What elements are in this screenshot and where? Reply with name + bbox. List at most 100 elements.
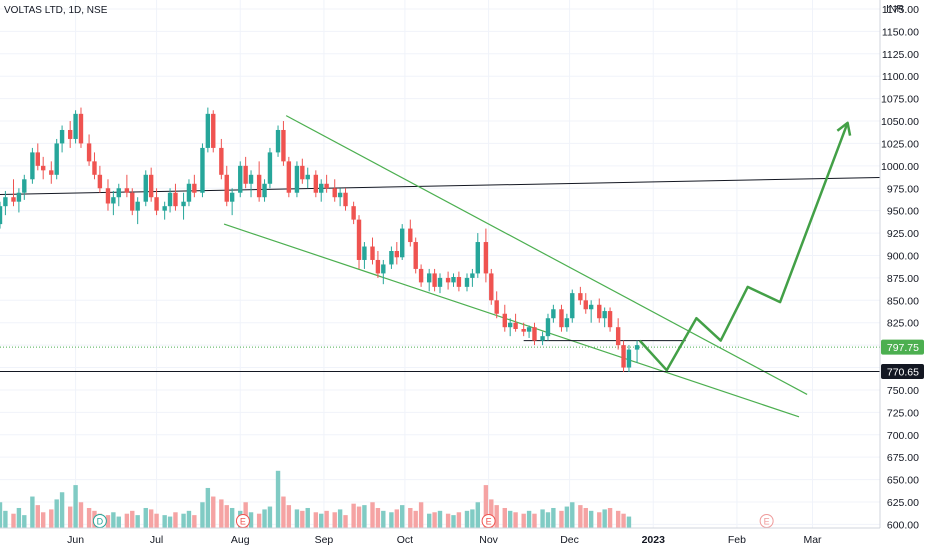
candle-body — [513, 322, 518, 329]
channel-upper-line — [285, 115, 808, 395]
volume-bar — [413, 510, 418, 528]
candle-body — [54, 143, 59, 175]
candle-body — [319, 183, 324, 193]
y-tick-label: 625.00 — [887, 497, 919, 509]
volume-bar — [86, 507, 92, 528]
candle-body — [116, 188, 121, 198]
candle-body — [167, 192, 173, 207]
x-tick-label: Jul — [150, 534, 163, 546]
volume-bar — [22, 515, 27, 528]
candle-body — [262, 183, 267, 198]
candle-body — [49, 170, 54, 175]
volume-bar — [219, 499, 224, 528]
candle-body — [464, 277, 470, 287]
candle-body — [343, 192, 348, 207]
y-tick-label: 650.00 — [887, 475, 919, 487]
candle-body — [583, 300, 588, 310]
candle-body — [59, 129, 65, 144]
price-tag-label: 797.75 — [887, 342, 919, 354]
event-marker-label: E — [764, 517, 770, 527]
candle-body — [370, 246, 375, 260]
event-marker-label: E — [486, 517, 492, 527]
price-tags-layer: 797.75 770.65 — [881, 339, 924, 379]
candle-body — [162, 206, 167, 211]
volume-bar — [11, 513, 16, 528]
volume-bar — [389, 512, 394, 528]
volume-bar — [143, 507, 148, 528]
x-tick-label: Sep — [315, 534, 334, 546]
volume-bar — [337, 509, 343, 528]
y-tick-label: 675.00 — [887, 452, 919, 464]
volume-bar — [229, 507, 235, 528]
candle-body — [634, 345, 640, 350]
volume-bar — [148, 509, 154, 528]
candle-body — [337, 192, 343, 198]
candle-body — [305, 174, 310, 180]
candle-body — [243, 165, 248, 184]
candle-body — [607, 311, 613, 328]
volume-bar — [324, 510, 329, 528]
volume-bar — [494, 505, 499, 528]
candle-body — [418, 268, 424, 283]
volume-bar — [3, 510, 8, 528]
time-axis[interactable]: Jun Jul Aug Sep Oct Nov Dec 2023 Feb Mar — [67, 534, 822, 546]
volume-bar — [200, 502, 205, 528]
y-tick-label: 1075.00 — [881, 94, 919, 106]
y-tick-label: 875.00 — [887, 273, 919, 285]
volume-bar — [49, 509, 54, 528]
candle-body — [11, 197, 16, 202]
y-tick-label: 1100.00 — [882, 71, 919, 83]
y-tick-label: 600.00 — [887, 519, 919, 531]
volume-bar — [286, 505, 292, 528]
candle-body — [30, 152, 35, 180]
candle-body — [186, 183, 192, 202]
volume-bar — [300, 510, 305, 528]
candle-body — [394, 251, 400, 258]
candle-body — [248, 174, 254, 184]
candle-body — [621, 345, 626, 368]
volume-bar — [59, 492, 65, 528]
y-tick-label: 900.00 — [887, 250, 919, 262]
y-tick-label: 1025.00 — [881, 138, 919, 150]
candle-body — [324, 183, 329, 189]
volume-bar — [262, 509, 267, 528]
volume-bar — [192, 515, 197, 528]
x-tick-label: Aug — [231, 534, 250, 546]
candle-body — [470, 273, 475, 278]
volume-bar — [351, 503, 356, 528]
event-marker-label: E — [240, 517, 246, 527]
chart-title: VOLTAS LTD, 1D, NSE — [4, 5, 108, 16]
volume-bar — [615, 510, 621, 528]
candle-body — [602, 311, 607, 319]
candle-body — [502, 313, 507, 328]
candle-body — [105, 188, 111, 204]
volume-bar — [319, 513, 324, 528]
event-marker-label: D — [97, 517, 104, 527]
volume-bar — [0, 502, 3, 528]
volume-bar — [343, 515, 348, 528]
candles-layer — [0, 107, 640, 373]
volume-bar — [356, 506, 362, 528]
candle-body — [356, 219, 362, 260]
volume-bar — [507, 510, 513, 528]
volume-bar — [502, 507, 507, 528]
candle-body — [281, 129, 286, 162]
price-tag-bg — [881, 363, 924, 379]
volume-bar — [464, 510, 470, 528]
candle-body — [200, 147, 205, 193]
candle-body — [570, 293, 575, 319]
volume-bar — [78, 502, 84, 528]
volume-bar — [305, 507, 310, 528]
candle-body — [130, 192, 135, 211]
x-tick-label: Jun — [67, 534, 84, 546]
volume-bar — [607, 507, 613, 528]
candle-body — [229, 192, 235, 202]
candle-body — [3, 197, 8, 207]
volume-bar — [470, 509, 475, 528]
volume-bar — [394, 509, 400, 528]
candle-body — [507, 322, 513, 328]
channel-lower-line — [223, 223, 800, 418]
candle-body — [432, 273, 437, 287]
